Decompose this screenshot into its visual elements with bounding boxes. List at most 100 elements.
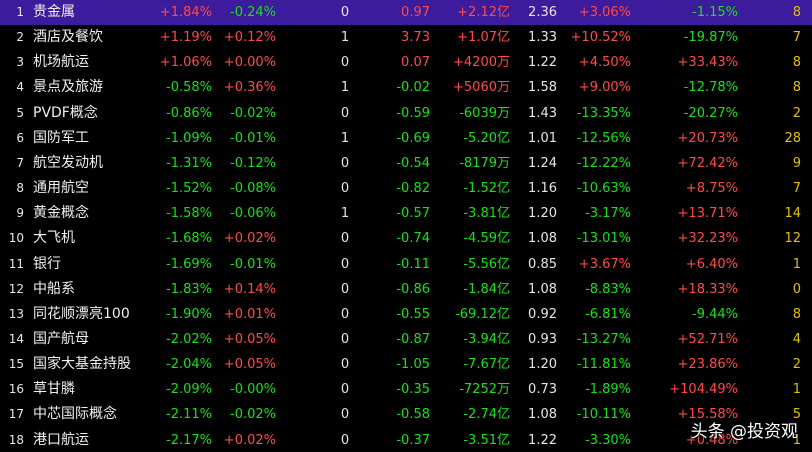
row-index: 12	[8, 281, 24, 296]
table-cell: -9.44%	[692, 306, 738, 322]
table-cell: -13.27%	[576, 331, 631, 347]
table-cell: 0	[340, 357, 350, 373]
table-cell: +6.40%	[685, 256, 738, 272]
table-cell: 9	[792, 155, 801, 171]
table-cell: 1.01	[528, 130, 557, 146]
table-cell: +0.12%	[223, 30, 276, 46]
table-cell: +2.12亿	[457, 5, 510, 20]
table-cell: -0.82	[396, 181, 430, 197]
table-row[interactable]: 16 草甘膦 -2.09% -0.00% 0 -0.35 -7252万 0.73 -1.89% +…	[0, 377, 812, 402]
table-cell: -3.17%	[585, 206, 631, 222]
table-cell: -3.51亿	[463, 432, 510, 448]
sector-name: 同花顺漂亮100	[33, 305, 130, 322]
table-row[interactable]: 14 国产航母 -2.02% +0.05% 0 -0.87 -3.94亿 0.93 -13.27…	[0, 327, 812, 352]
table-cell: 0.85	[528, 256, 557, 272]
table-cell: -12.22%	[576, 155, 631, 171]
table-row[interactable]: 2 酒店及餐饮 +1.19% +0.12% 1 3.73 +1.07亿 1.33 +10.52%…	[0, 25, 812, 50]
table-cell: -2.17%	[166, 432, 212, 448]
row-index: 15	[8, 357, 24, 372]
table-cell: -2.02%	[166, 331, 212, 347]
table-cell: +0.01%	[223, 306, 276, 322]
table-row[interactable]: 5 PVDF概念 -0.86% -0.02% 0 -0.59 -6039万 1.43 -13.3…	[0, 101, 812, 126]
sector-name: 草甘膦	[33, 381, 75, 398]
table-cell: -10.63%	[576, 181, 631, 197]
table-cell: +0.48%	[685, 432, 738, 448]
table-row[interactable]: 12 中船系 -1.83% +0.14% 0 -0.86 -1.84亿 1.08 -8.83% +…	[0, 277, 812, 302]
table-cell: -1.69%	[166, 256, 212, 272]
table-cell: 1	[792, 432, 801, 448]
table-cell: 1	[340, 130, 350, 146]
table-cell: +3.67%	[578, 256, 631, 272]
table-cell: 5	[792, 407, 801, 423]
table-cell: 4	[792, 331, 801, 347]
table-row[interactable]: 17 中芯国际概念 -2.11% -0.02% 0 -0.58 -2.74亿 1.08 -10.…	[0, 402, 812, 427]
table-cell: -20.27%	[683, 105, 738, 121]
watermark: 头条 @投资观	[690, 422, 798, 442]
table-cell: 1.20	[528, 357, 557, 373]
table-cell: -1.58%	[166, 206, 212, 222]
table-row[interactable]: 4 景点及旅游 -0.58% +0.36% 1 -0.02 +5060万 1.58 +9.00%…	[0, 75, 812, 100]
table-cell: -2.09%	[166, 382, 212, 398]
table-cell: 8	[792, 80, 801, 96]
table-cell: 0	[340, 105, 350, 121]
table-cell: -0.02%	[230, 105, 276, 121]
table-cell: -0.02%	[230, 407, 276, 423]
table-cell: +8.75%	[685, 181, 738, 197]
table-cell: +52.71%	[677, 331, 738, 347]
table-cell: -5.56亿	[463, 256, 510, 272]
table-cell: +10.52%	[570, 30, 631, 46]
table-cell: -0.11	[396, 256, 430, 272]
table-row[interactable]: 9 黄金概念 -1.58% -0.06% 1 -0.57 -3.81亿 1.20 -3.17% +…	[0, 201, 812, 226]
table-cell: -0.55	[396, 306, 430, 322]
table-cell: -0.59	[396, 105, 430, 121]
table-cell: -19.87%	[683, 30, 738, 46]
table-row[interactable]: 1 贵金属 +1.84% -0.24% 0 0.97 +2.12亿 2.36 +3.06% -1.…	[0, 0, 812, 25]
sector-name: 中芯国际概念	[33, 406, 117, 423]
row-index: 9	[16, 206, 24, 221]
table-row[interactable]: 6 国防军工 -1.09% -0.01% 1 -0.69 -5.20亿 1.01 -12.56%…	[0, 126, 812, 151]
table-cell: 0	[340, 331, 350, 347]
table-row[interactable]: 8 通用航空 -1.52% -0.08% 0 -0.82 -1.52亿 1.16 -10.63%…	[0, 176, 812, 201]
row-index: 5	[16, 105, 24, 120]
table-row[interactable]: 10 大飞机 -1.68% +0.02% 0 -0.74 -4.59亿 1.08 -13.01%…	[0, 226, 812, 251]
table-cell: 0	[340, 306, 350, 322]
table-cell: 0	[340, 281, 350, 297]
table-cell: -11.81%	[576, 357, 631, 373]
table-cell: 0	[340, 256, 350, 272]
table-cell: 7	[792, 181, 801, 197]
table-cell: 0.97	[401, 5, 430, 20]
table-cell: 2	[792, 357, 801, 373]
table-cell: +0.14%	[223, 281, 276, 297]
table-cell: +32.23%	[677, 231, 738, 247]
table-row[interactable]: 13 同花顺漂亮100 -1.90% +0.01% 0 -0.55 -69.12亿 0.92 -…	[0, 302, 812, 327]
table-cell: 8	[792, 5, 801, 20]
table-cell: +9.00%	[578, 80, 631, 96]
table-cell: -13.01%	[576, 231, 631, 247]
table-cell: -1.15%	[692, 5, 738, 20]
table-row[interactable]: 7 航空发动机 -1.31% -0.12% 0 -0.54 -8179万 1.24 -12.22…	[0, 151, 812, 176]
table-cell: 2.36	[528, 5, 557, 20]
sector-name: 国防军工	[33, 129, 89, 146]
table-cell: -1.05	[396, 357, 430, 373]
table-cell: 1	[792, 382, 801, 398]
table-row[interactable]: 3 机场航运 +1.06% +0.00% 0 0.07 +4200万 1.22 +4.50% +3…	[0, 50, 812, 75]
table-cell: -6.81%	[585, 306, 631, 322]
sector-name: 银行	[33, 255, 61, 272]
table-cell: -0.74	[396, 231, 430, 247]
table-cell: -0.06%	[230, 206, 276, 222]
table-cell: 1.08	[528, 231, 557, 247]
table-cell: 0	[792, 281, 801, 297]
table-cell: 28	[784, 130, 801, 146]
table-cell: 0	[340, 181, 350, 197]
table-cell: 8	[792, 306, 801, 322]
table-row[interactable]: 11 银行 -1.69% -0.01% 0 -0.11 -5.56亿 0.85 +3.67% +6…	[0, 252, 812, 277]
table-cell: -69.12亿	[455, 306, 510, 322]
table-row[interactable]: 15 国家大基金持股 -2.04% +0.05% 0 -1.05 -7.67亿 1.20 -11…	[0, 352, 812, 377]
table-cell: 1.22	[528, 432, 557, 448]
table-cell: -1.90%	[166, 306, 212, 322]
table-cell: -0.37	[396, 432, 430, 448]
table-cell: -1.83%	[166, 281, 212, 297]
row-index: 13	[8, 306, 24, 321]
table-row[interactable]: 18 港口航运 -2.17% +0.02% 0 -0.37 -3.51亿 1.22 -3.30%…	[0, 428, 812, 452]
